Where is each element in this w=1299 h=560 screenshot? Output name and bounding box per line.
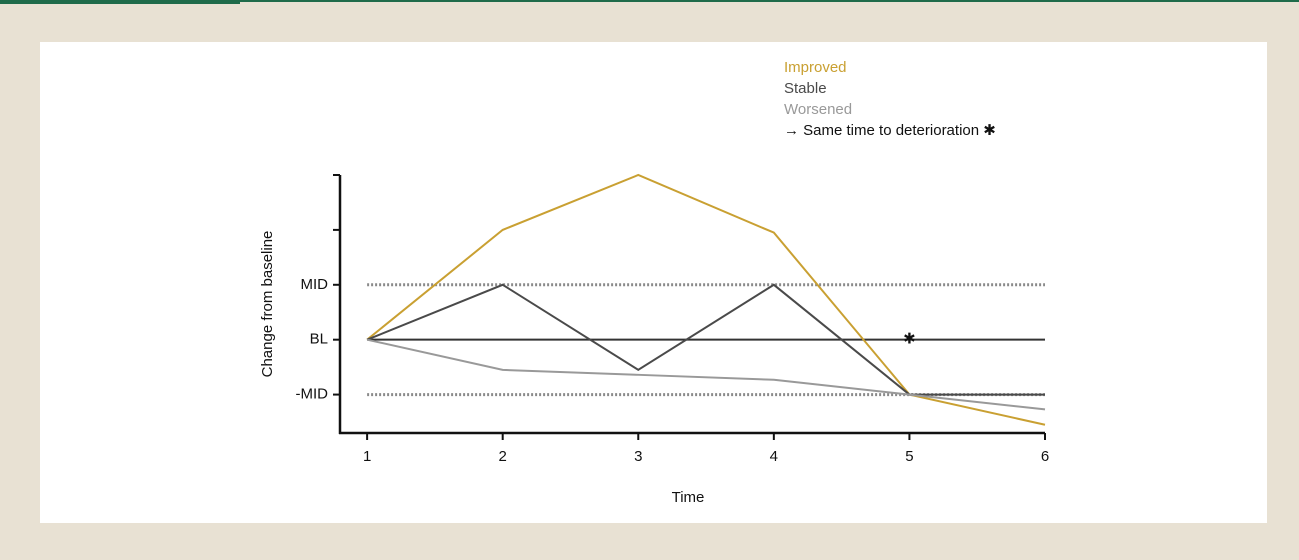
legend-entry: Improved bbox=[784, 59, 847, 76]
top-rule-accent bbox=[0, 0, 240, 4]
y-axis-label: Change from baseline bbox=[259, 231, 276, 378]
y-tick-label: BL bbox=[310, 331, 328, 348]
x-tick-label: 4 bbox=[770, 448, 778, 465]
x-axis-label: Time bbox=[672, 489, 705, 506]
y-tick-label: MID bbox=[301, 276, 329, 293]
x-tick-label: 6 bbox=[1041, 448, 1049, 465]
legend-entry: Stable bbox=[784, 80, 827, 97]
legend-entry: Worsened bbox=[784, 101, 852, 118]
top-rule bbox=[0, 0, 1299, 2]
panel bbox=[40, 42, 1267, 523]
x-tick-label: 2 bbox=[499, 448, 507, 465]
series-line bbox=[366, 283, 1045, 396]
y-tick-label: -MID bbox=[296, 386, 329, 403]
annotation-marker: ✱ bbox=[903, 331, 916, 348]
x-tick-label: 1 bbox=[363, 448, 371, 465]
x-tick-label: 5 bbox=[905, 448, 913, 465]
series-line bbox=[366, 173, 1046, 426]
series-line bbox=[366, 338, 1046, 411]
legend-note: → Same time to deterioration ✱ bbox=[784, 122, 996, 139]
x-tick-label: 3 bbox=[634, 448, 642, 465]
